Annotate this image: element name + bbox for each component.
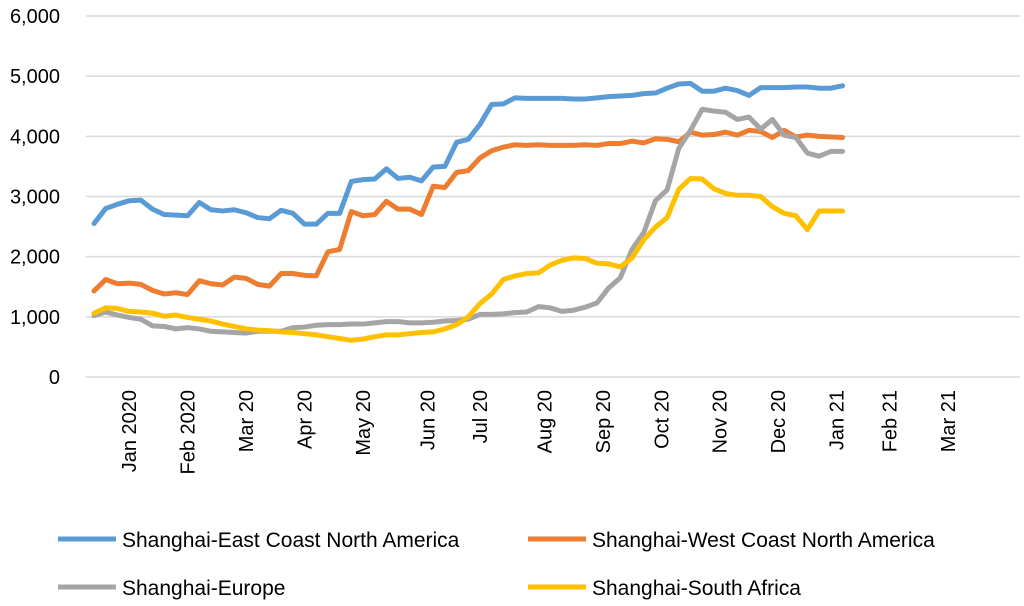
x-tick-label: Nov 20: [710, 390, 732, 453]
x-tick-label: Feb 2020: [178, 390, 200, 475]
legend: Shanghai-East Coast North America Shangha…: [58, 529, 935, 600]
y-tick-label: 0: [49, 367, 60, 389]
x-tick-label: Jan 2020: [119, 390, 141, 472]
y-tick-label: 6,000: [10, 6, 60, 28]
x-tick-label: Sep 20: [593, 390, 615, 453]
y-tick-label: 3,000: [10, 187, 60, 209]
legend-label: Shanghai-Europe: [122, 577, 285, 600]
y-tick-label: 5,000: [10, 66, 60, 88]
x-axis-ticks: Jan 2020 Feb 2020 Mar 20 Apr 20 May 20 Jun 20…: [119, 390, 960, 475]
series-line-2: [91, 127, 846, 298]
x-tick-label: Apr 20: [295, 390, 317, 449]
legend-item: Shanghai-South Africa: [528, 577, 801, 600]
x-tick-label: Jun 20: [417, 390, 439, 450]
legend-item: Shanghai-East Coast North America: [58, 529, 460, 552]
x-tick-label: Feb 21: [879, 390, 901, 452]
x-tick-label: May 20: [353, 390, 375, 456]
x-tick-label: Mar 20: [236, 390, 258, 452]
y-axis-ticks: 0 1,000 2,000 3,000 4,000 5,000 6,000: [10, 6, 60, 389]
x-tick-label: Jan 21: [827, 390, 849, 450]
x-tick-label: Jul 20: [470, 390, 492, 443]
legend-label: Shanghai-East Coast North America: [122, 529, 460, 552]
y-tick-label: 2,000: [10, 247, 60, 269]
x-tick-label: Aug 20: [534, 390, 556, 453]
legend-item: Shanghai-West Coast North America: [528, 529, 935, 552]
x-tick-label: Mar 21: [938, 390, 960, 452]
legend-label: Shanghai-West Coast North America: [592, 529, 935, 552]
y-tick-label: 1,000: [10, 307, 60, 329]
x-tick-label: Oct 20: [651, 390, 673, 449]
gridlines: [86, 15, 1020, 318]
y-tick-label: 4,000: [10, 126, 60, 148]
series-line-3: [91, 106, 846, 336]
series-line-4: [91, 175, 846, 343]
legend-item: Shanghai-Europe: [58, 577, 285, 600]
series-lines: [91, 80, 846, 343]
series-line-1: [91, 80, 846, 227]
legend-label: Shanghai-South Africa: [592, 577, 801, 600]
x-tick-label: Dec 20: [768, 390, 790, 453]
